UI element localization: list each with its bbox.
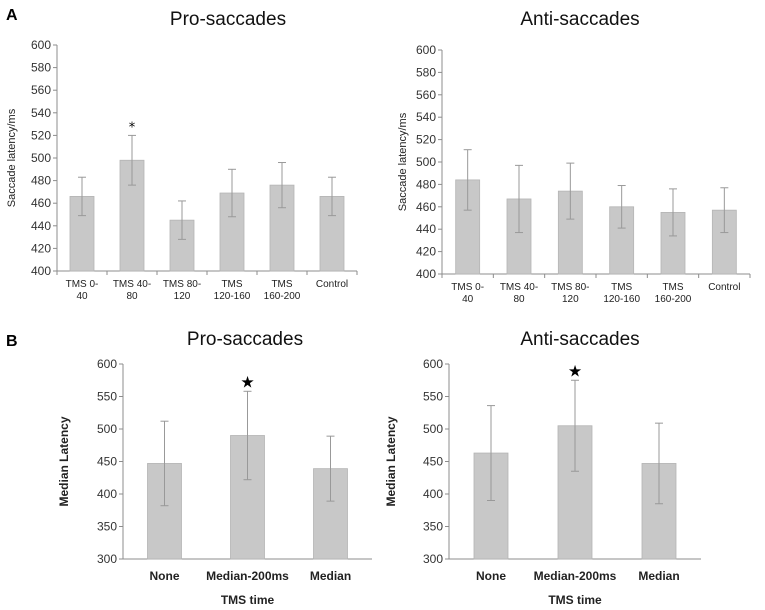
x-category-label: TMS xyxy=(662,282,683,293)
y-tick-label: 500 xyxy=(31,151,51,165)
x-category-label: 120-160 xyxy=(214,291,251,302)
x-category-label: 40 xyxy=(462,294,474,305)
x-category-label: Median xyxy=(310,569,351,583)
x-category-label: TMS xyxy=(611,282,632,293)
y-tick-label: 480 xyxy=(416,177,436,191)
significance-marker: ★ xyxy=(568,361,582,380)
x-axis-label: TMS time xyxy=(548,593,602,607)
x-category-label: Control xyxy=(316,279,348,290)
y-tick-label: 400 xyxy=(97,487,117,501)
y-tick-label: 600 xyxy=(416,43,436,57)
y-tick-label: 500 xyxy=(97,422,117,436)
x-category-label: Median-200ms xyxy=(534,569,617,583)
bar xyxy=(506,198,532,275)
x-category-label: 160-200 xyxy=(655,294,692,305)
y-tick-label: 400 xyxy=(423,487,443,501)
chart-a-anti-saccades: Anti-saccades Saccade latency/ms 400 420 440… xyxy=(397,9,751,305)
y-tick-label: 460 xyxy=(416,200,436,214)
x-category-label: 120 xyxy=(562,294,579,305)
y-tick-label: 480 xyxy=(31,174,51,188)
y-tick-label: 440 xyxy=(416,222,436,236)
y-tick-label: 400 xyxy=(416,267,436,281)
chart-title: Anti-saccades xyxy=(520,9,639,30)
y-tick-label: 400 xyxy=(31,264,51,278)
bar xyxy=(169,219,195,272)
bar xyxy=(230,435,265,560)
y-tick-label: 550 xyxy=(423,390,443,404)
x-category-label: TMS xyxy=(271,279,292,290)
y-tick-label: 420 xyxy=(31,241,51,255)
y-tick-label: 450 xyxy=(97,455,117,469)
y-tick-label: 440 xyxy=(31,219,51,233)
x-category-label: Control xyxy=(708,282,740,293)
y-axis-label: Saccade latency/ms xyxy=(397,112,409,211)
y-tick-label: 580 xyxy=(31,61,51,75)
x-category-label: TMS 40- xyxy=(500,282,538,293)
y-tick-label: 600 xyxy=(31,38,51,52)
x-category-label: TMS 80- xyxy=(163,279,201,290)
y-axis-label: Saccade latency/ms xyxy=(6,108,18,207)
significance-marker: ★ xyxy=(240,372,254,391)
y-tick-label: 300 xyxy=(97,552,117,566)
x-category-label: 80 xyxy=(513,294,525,305)
bar xyxy=(557,190,583,275)
x-category-label: 120 xyxy=(174,291,191,302)
y-tick-label: 560 xyxy=(31,83,51,97)
bar xyxy=(319,196,345,272)
y-tick-label: 300 xyxy=(423,552,443,566)
y-axis-label: Median Latency xyxy=(57,416,71,506)
x-category-label: 120-160 xyxy=(603,294,640,305)
chart-title: Anti-saccades xyxy=(520,329,639,350)
chart-b-anti-saccades: Anti-saccades Median Latency 300 350 400 450 5… xyxy=(384,329,701,607)
y-axis-label: Median Latency xyxy=(384,416,398,506)
x-category-label: Median-200ms xyxy=(206,569,289,583)
y-tick-label: 450 xyxy=(423,455,443,469)
y-tick-label: 350 xyxy=(97,520,117,534)
significance-marker: * xyxy=(129,120,136,135)
x-category-label: TMS 80- xyxy=(551,282,589,293)
x-category-label: 40 xyxy=(76,291,88,302)
x-category-label: 160-200 xyxy=(264,291,301,302)
x-category-label: TMS xyxy=(221,279,242,290)
y-tick-label: 580 xyxy=(416,65,436,79)
chart-a-pro-saccades: Pro-saccades Saccade latency/ms 400 420 440 4… xyxy=(6,9,358,302)
y-tick-label: 350 xyxy=(423,520,443,534)
y-tick-label: 520 xyxy=(31,128,51,142)
y-tick-label: 540 xyxy=(31,106,51,120)
x-category-label: None xyxy=(150,569,180,583)
y-tick-label: 600 xyxy=(423,357,443,371)
chart-b-pro-saccades: Pro-saccades Median Latency 300 350 400 450 50… xyxy=(57,329,372,607)
panel-letter-a: A xyxy=(6,7,18,24)
x-category-label: TMS 0- xyxy=(451,282,484,293)
x-axis-label: TMS time xyxy=(221,593,275,607)
y-tick-label: 500 xyxy=(416,155,436,169)
x-category-label: TMS 40- xyxy=(113,279,151,290)
x-category-label: None xyxy=(476,569,506,583)
x-category-label: TMS 0- xyxy=(66,279,99,290)
y-tick-label: 600 xyxy=(97,357,117,371)
panel-letter-b: B xyxy=(6,333,18,350)
x-category-label: 80 xyxy=(126,291,138,302)
x-category-label: Median xyxy=(638,569,679,583)
chart-title: Pro-saccades xyxy=(170,9,286,30)
y-tick-label: 460 xyxy=(31,196,51,210)
y-tick-label: 500 xyxy=(423,422,443,436)
y-tick-label: 420 xyxy=(416,245,436,259)
y-tick-label: 520 xyxy=(416,133,436,147)
y-tick-label: 550 xyxy=(97,390,117,404)
y-tick-label: 540 xyxy=(416,110,436,124)
y-tick-label: 560 xyxy=(416,88,436,102)
chart-title: Pro-saccades xyxy=(187,329,303,350)
